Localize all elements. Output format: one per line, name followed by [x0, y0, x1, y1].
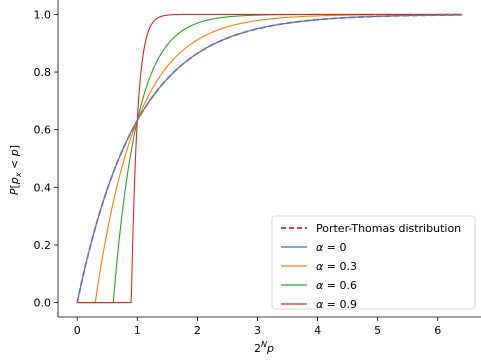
- plot-area: [76, 13, 462, 304]
- x-tick-label-3: 3: [254, 324, 261, 337]
- x-tick-label-1: 1: [134, 324, 141, 337]
- axes: 0 1 2 3 4 5 6 0.0 0.2 0.4 0.6 0.8 1.0: [34, 0, 481, 337]
- legend-frame: [271, 215, 476, 310]
- x-axis-label: 2Np: [254, 340, 274, 355]
- y-tick-label-5: 1.0: [34, 8, 52, 21]
- x-tick-label-2: 2: [194, 324, 201, 337]
- legend-label-3: α = 0.6: [316, 279, 357, 292]
- x-tick-label-0: 0: [74, 324, 81, 337]
- x-tick-label-5: 5: [374, 324, 381, 337]
- series-line-alpha-0-9: [77, 13, 462, 304]
- y-ticks: 0.0 0.2 0.4 0.6 0.8 1.0: [34, 8, 58, 310]
- x-tick-label-6: 6: [434, 324, 441, 337]
- legend-label-4: α = 0.9: [316, 298, 357, 311]
- legend-label-1: α = 0: [316, 241, 346, 254]
- legend-label-2: α = 0.3: [316, 260, 357, 273]
- y-axis-label: P[px < p]: [8, 145, 23, 195]
- series-line-porter-thomas: [76, 13, 462, 303]
- y-tick-label-1: 0.2: [34, 239, 52, 252]
- x-tick-label-4: 4: [314, 324, 321, 337]
- legend: Porter-Thomas distribution α = 0 α = 0.3 α …: [271, 215, 476, 311]
- legend-label-0: Porter-Thomas distribution: [316, 222, 461, 235]
- y-tick-label-0: 0.0: [34, 297, 52, 310]
- y-tick-label-4: 0.8: [34, 66, 52, 79]
- curves: [76, 13, 462, 304]
- x-ticks: 0 1 2 3 4 5 6: [74, 317, 441, 337]
- y-tick-label-3: 0.6: [34, 124, 52, 137]
- y-tick-label-2: 0.4: [34, 181, 52, 194]
